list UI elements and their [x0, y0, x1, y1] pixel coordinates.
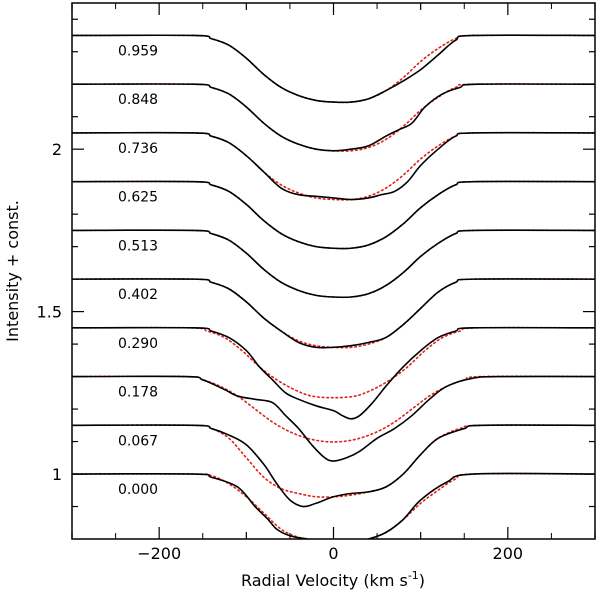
x-axis-label: Radial Velocity (km s-1) — [241, 569, 425, 590]
model-profile-line — [72, 326, 595, 399]
observed-profile-line — [72, 131, 595, 201]
observed-profile-line — [72, 83, 595, 152]
phase-label: 0.736 — [118, 141, 158, 157]
observed-profile-line — [72, 326, 595, 420]
phase-labels: 0.000 0.067 0.178 0.290 0.402 0.513 0.625 0.736… — [118, 43, 158, 498]
tick-labels: −200 0 200 1 1.5 2 — [37, 140, 524, 563]
y-tick-label: 1.5 — [37, 303, 62, 322]
observed-profile-line — [72, 34, 595, 104]
phase-label: 0.178 — [118, 385, 158, 401]
phase-label: 0.402 — [118, 287, 158, 303]
observed-profile-line — [72, 229, 595, 299]
y-tick-label: 2 — [52, 140, 62, 159]
observed-profile-line — [72, 375, 595, 462]
phase-label: 0.290 — [118, 336, 158, 352]
x-tick-label: 200 — [493, 544, 524, 563]
phase-label: 0.959 — [118, 43, 158, 59]
phase-label: 0.848 — [118, 92, 158, 108]
observed-profile-line — [72, 278, 595, 349]
phase-label: 0.000 — [118, 482, 158, 498]
y-axis-label: Intensity + const. — [3, 200, 22, 342]
phase-label: 0.513 — [118, 238, 158, 254]
profile-series — [72, 34, 595, 539]
observed-profile-line — [72, 424, 595, 508]
phase-label: 0.067 — [118, 433, 158, 449]
x-tick-label: 0 — [328, 544, 338, 563]
phase-label: 0.625 — [118, 190, 158, 206]
x-tick-label: −200 — [137, 544, 181, 563]
model-profile-line — [72, 131, 595, 201]
y-tick-label: 1 — [52, 465, 62, 484]
observed-profile-line — [72, 180, 595, 250]
observed-profile-line — [72, 472, 595, 539]
model-profile-line — [72, 472, 595, 539]
